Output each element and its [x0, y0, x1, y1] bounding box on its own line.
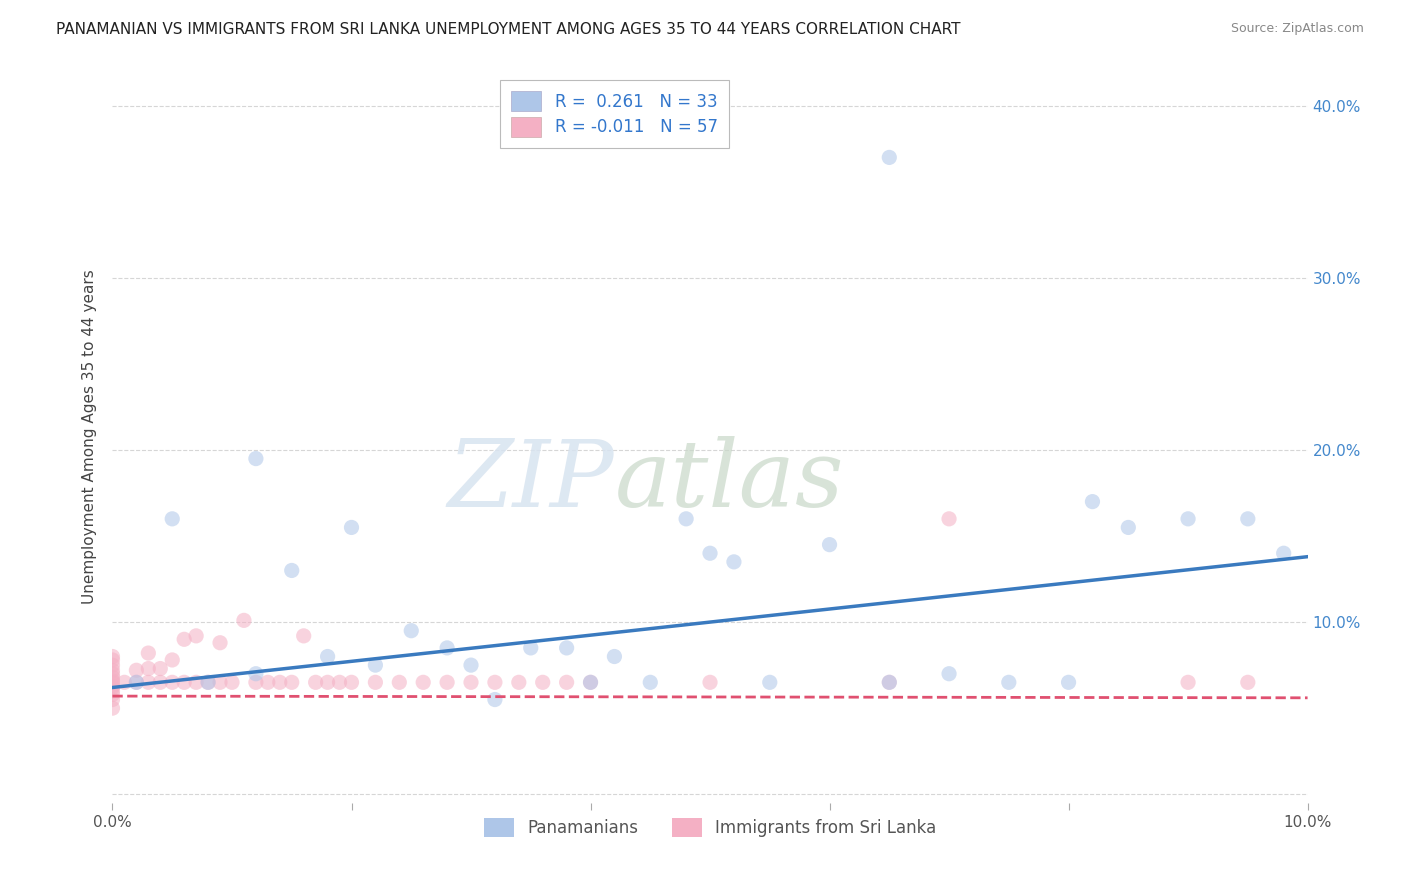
Point [101, 679, 124, 693]
Point [1177, 512, 1199, 526]
Point [531, 675, 554, 690]
Point [125, 663, 148, 677]
Point [101, 692, 124, 706]
Point [436, 640, 458, 655]
Point [101, 658, 124, 673]
Point [508, 675, 530, 690]
Point [114, 675, 135, 690]
Point [209, 675, 232, 690]
Point [938, 512, 960, 526]
Point [412, 675, 434, 690]
Point [579, 675, 602, 690]
Point [101, 670, 124, 684]
Point [520, 640, 543, 655]
Point [460, 675, 482, 690]
Point [364, 675, 387, 690]
Point [1081, 494, 1104, 508]
Point [149, 675, 172, 690]
Point [998, 675, 1021, 690]
Point [1118, 520, 1140, 534]
Point [818, 538, 841, 552]
Point [723, 555, 745, 569]
Point [759, 675, 782, 690]
Point [101, 684, 124, 698]
Point [388, 675, 411, 690]
Point [269, 675, 291, 690]
Point [281, 675, 304, 690]
Text: ZIP: ZIP [447, 436, 614, 526]
Point [316, 675, 339, 690]
Point [879, 675, 901, 690]
Point [938, 666, 960, 681]
Point [101, 649, 124, 664]
Text: PANAMANIAN VS IMMIGRANTS FROM SRI LANKA UNEMPLOYMENT AMONG AGES 35 TO 44 YEARS C: PANAMANIAN VS IMMIGRANTS FROM SRI LANKA … [56, 22, 960, 37]
Text: Source: ZipAtlas.com: Source: ZipAtlas.com [1230, 22, 1364, 36]
Point [101, 663, 124, 677]
Point [401, 624, 423, 638]
Point [460, 658, 482, 673]
Point [292, 629, 315, 643]
Point [1237, 512, 1260, 526]
Point [101, 666, 124, 681]
Point [101, 681, 124, 695]
Point [603, 649, 626, 664]
Point [879, 150, 901, 164]
Point [245, 666, 267, 681]
Point [555, 640, 578, 655]
Point [699, 675, 721, 690]
Point [125, 675, 148, 690]
Point [101, 673, 124, 688]
Point [197, 675, 219, 690]
Point [233, 613, 256, 627]
Point [101, 687, 124, 701]
Y-axis label: Unemployment Among Ages 35 to 44 years: Unemployment Among Ages 35 to 44 years [82, 269, 97, 605]
Point [1057, 675, 1080, 690]
Point [329, 675, 352, 690]
Point [305, 675, 328, 690]
Point [879, 675, 901, 690]
Point [186, 675, 208, 690]
Point [197, 675, 219, 690]
Point [699, 546, 721, 560]
Point [173, 675, 195, 690]
Point [245, 675, 267, 690]
Point [101, 701, 124, 715]
Point [162, 512, 183, 526]
Point [484, 675, 506, 690]
Point [555, 675, 578, 690]
Point [484, 692, 506, 706]
Legend: Panamanians, Immigrants from Sri Lanka: Panamanians, Immigrants from Sri Lanka [475, 810, 945, 846]
Point [125, 675, 148, 690]
Point [209, 636, 232, 650]
Point [149, 662, 172, 676]
Point [245, 451, 267, 466]
Point [675, 512, 697, 526]
Point [316, 649, 339, 664]
Point [162, 653, 183, 667]
Point [640, 675, 662, 690]
Point [364, 658, 387, 673]
Point [173, 632, 195, 647]
Point [138, 662, 160, 676]
Point [257, 675, 280, 690]
Point [101, 675, 124, 690]
Point [101, 653, 124, 667]
Point [186, 629, 208, 643]
Point [1272, 546, 1295, 560]
Point [436, 675, 458, 690]
Point [1177, 675, 1199, 690]
Point [138, 675, 160, 690]
Point [340, 520, 363, 534]
Point [1237, 675, 1260, 690]
Point [221, 675, 243, 690]
Point [138, 646, 160, 660]
Point [162, 675, 183, 690]
Point [579, 675, 602, 690]
Text: atlas: atlas [614, 436, 844, 526]
Point [340, 675, 363, 690]
Point [281, 564, 304, 578]
